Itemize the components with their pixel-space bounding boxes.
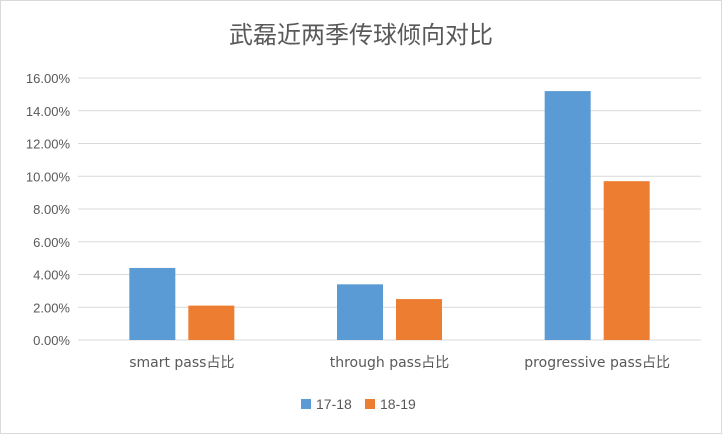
y-tick-label: 2.00% — [33, 300, 70, 315]
y-tick-label: 0.00% — [33, 333, 70, 348]
bars — [129, 91, 650, 340]
bar-17-18-2 — [544, 91, 591, 340]
x-axis-categories: smart pass占比 through pass占比 progressive pa… — [129, 355, 670, 371]
legend-swatch-18-19 — [365, 399, 375, 409]
bar-18-19-2 — [603, 181, 650, 340]
y-tick-label: 4.00% — [33, 268, 70, 283]
y-tick-label: 12.00% — [26, 137, 71, 152]
y-tick-label: 10.00% — [26, 169, 71, 184]
legend: 17-18 18-19 — [301, 396, 416, 412]
chart-title: 武磊近两季传球倾向对比 — [229, 21, 493, 49]
legend-label-17-18: 17-18 — [316, 396, 352, 412]
x-category-label: smart pass占比 — [129, 355, 234, 371]
gridlines — [78, 77, 701, 341]
x-category-label: through pass占比 — [330, 355, 450, 371]
y-tick-label: 8.00% — [33, 202, 70, 217]
x-category-label: progressive pass占比 — [524, 355, 670, 371]
legend-label-18-19: 18-19 — [380, 396, 416, 412]
bar-18-19-0 — [188, 305, 235, 340]
y-axis-ticks: 0.00% 2.00% 4.00% 6.00% 8.00% 10.00% 12.00% 14.… — [26, 71, 71, 348]
bar-17-18-0 — [129, 267, 176, 340]
y-tick-label: 6.00% — [33, 235, 70, 250]
y-tick-label: 14.00% — [26, 104, 71, 119]
bar-18-19-1 — [396, 299, 442, 340]
bar-17-18-1 — [337, 284, 383, 340]
y-tick-label: 16.00% — [26, 71, 71, 86]
legend-swatch-17-18 — [301, 399, 311, 409]
